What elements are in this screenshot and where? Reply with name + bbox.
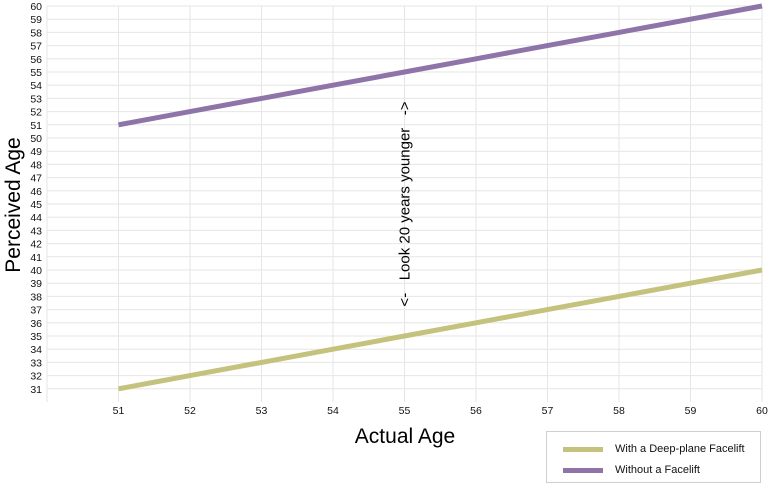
y-tick-label-53: 53 [30,93,42,105]
y-tick-label-37: 37 [30,305,42,317]
y-tick-label-50: 50 [30,133,42,145]
x-tick-label-55: 55 [399,405,411,417]
x-tick-label-54: 54 [327,405,339,417]
x-tick-label-52: 52 [184,405,196,417]
legend-item-without-facelift: Without a Facelift [563,461,700,479]
x-tick-label-53: 53 [256,405,268,417]
y-tick-label-55: 55 [30,67,42,79]
x-tick-label-59: 59 [685,405,697,417]
y-tick-label-35: 35 [30,331,42,343]
x-axis-ticks: 51 52 53 54 55 56 57 58 59 60 [113,405,768,417]
y-tick-label-31: 31 [30,384,42,396]
legend-label-without-facelift: Without a Facelift [615,464,700,476]
series-line-1 [118,3,763,128]
x-tick-label-57: 57 [542,405,554,417]
y-tick-label-42: 42 [30,239,42,251]
y-tick-label-47: 47 [30,173,42,185]
y-tick-label-36: 36 [30,318,42,330]
y-tick-label-34: 34 [30,344,42,356]
annotation-label: <- Look 20 years younger -> [397,101,414,306]
series-lines [118,3,763,392]
y-tick-label-32: 32 [30,371,42,383]
series-line-0 [118,267,763,392]
y-tick-label-43: 43 [30,225,42,237]
y-tick-label-45: 45 [30,199,42,211]
x-tick-label-60: 60 [756,405,768,417]
legend-swatch-deep-plane-facelift [563,446,603,452]
y-tick-label-52: 52 [30,107,42,119]
y-tick-label-40: 40 [30,265,42,277]
y-tick-label-51: 51 [30,120,42,132]
y-tick-label-59: 59 [30,14,42,26]
legend-item-deep-plane-facelift: With a Deep-plane Facelift [563,440,745,458]
y-tick-label-58: 58 [30,27,42,39]
x-tick-label-56: 56 [470,405,482,417]
y-tick-label-46: 46 [30,186,42,198]
y-tick-label-56: 56 [30,54,42,66]
y-tick-label-57: 57 [30,41,42,53]
x-axis-title: Actual Age [355,425,455,448]
y-tick-label-33: 33 [30,357,42,369]
x-tick-label-58: 58 [613,405,625,417]
legend: With a Deep-plane Facelift Without a Fac… [546,431,761,483]
y-tick-label-60: 60 [30,1,42,13]
y-tick-label-48: 48 [30,159,42,171]
y-tick-label-41: 41 [30,252,42,264]
y-tick-label-54: 54 [30,80,42,92]
y-tick-label-39: 39 [30,278,42,290]
y-tick-label-38: 38 [30,291,42,303]
y-tick-label-44: 44 [30,212,42,224]
y-axis-title: Perceived Age [2,137,25,272]
x-tick-label-51: 51 [113,405,125,417]
y-tick-label-49: 49 [30,146,42,158]
legend-label-deep-plane-facelift: With a Deep-plane Facelift [615,443,745,455]
legend-swatch-without-facelift [563,467,603,473]
